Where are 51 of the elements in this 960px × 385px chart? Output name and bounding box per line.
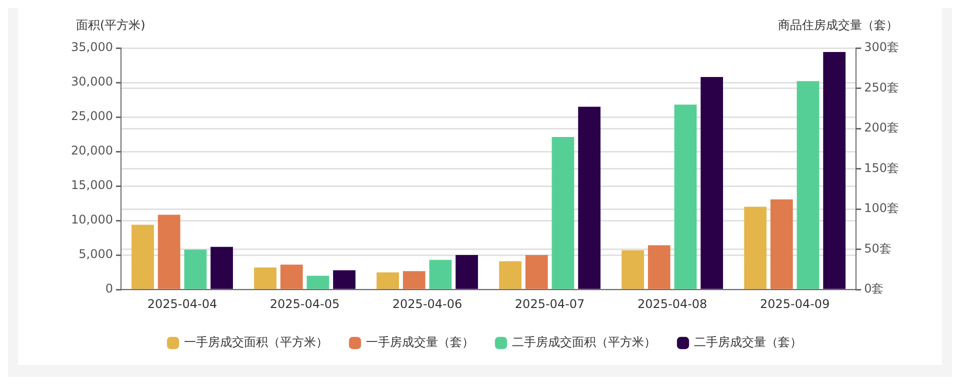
y2-tick-label: 0套 [864,282,884,296]
bar [402,271,426,289]
y-tick-label: 30,000 [70,74,113,89]
legend-label: 二手房成交量（套） [694,335,802,350]
bar [280,264,303,289]
x-tick-label: 2025-04-05 [270,296,340,311]
bar [184,250,207,289]
bar [132,224,154,289]
bar [254,268,276,289]
bar [499,261,522,289]
x-tick-label: 2025-04-09 [760,296,830,311]
bar [333,270,356,289]
bar [648,245,670,289]
bar [456,254,478,289]
legend-label: 一手房成交量（套） [366,335,474,350]
y-tick-label: 0 [105,282,113,296]
y-tick-label: 10,000 [70,212,113,227]
bar [823,52,846,289]
bar [525,254,548,289]
y2-tick-label: 250套 [864,80,899,94]
x-tick-label: 2025-04-06 [392,296,462,311]
y-tick-label: 5,000 [78,247,113,262]
y2-axis-title: 商品住房成交量（套） [778,18,898,32]
y2-tick-label: 200套 [864,120,899,135]
bar [674,104,697,289]
y2-tick-label: 300套 [864,40,899,54]
y2-tick-label: 100套 [864,201,899,216]
y-axis-title: 面积(平方米) [76,18,146,32]
legend-label: 一手房成交面积（平方米） [184,335,328,350]
bar [376,272,399,289]
x-tick-label: 2025-04-08 [637,296,708,311]
bar [744,206,767,289]
x-tick-label: 2025-04-07 [514,296,585,311]
bar [552,137,574,289]
bar [796,81,820,289]
bar [429,260,452,289]
bar [770,199,793,289]
bar [306,276,330,289]
y-tick-label: 20,000 [70,144,113,158]
y-tick-label: 15,000 [70,178,113,192]
bar [210,246,233,289]
bar [158,214,180,289]
x-tick-label: 2025-04-04 [147,296,218,311]
bar [622,250,644,289]
legend-label: 二手房成交面积（平方米） [512,335,656,350]
y-tick-label: 25,000 [70,109,113,124]
y2-tick-label: 50套 [864,241,892,256]
y-tick-label: 35,000 [70,40,113,54]
y2-tick-label: 150套 [864,160,899,175]
bar [578,106,601,289]
bar [700,76,724,289]
